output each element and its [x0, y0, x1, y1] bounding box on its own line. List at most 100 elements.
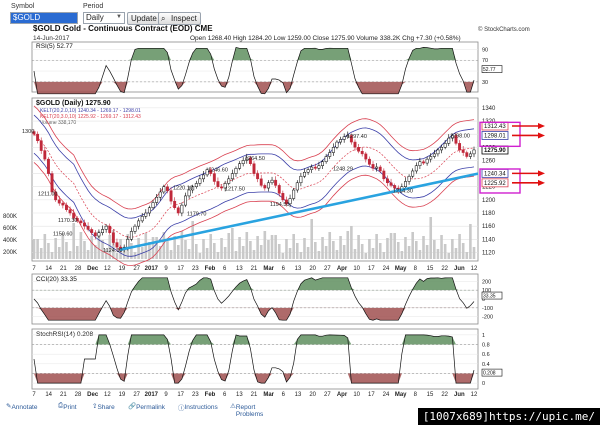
candle	[317, 165, 321, 169]
x-tick-label: 6	[223, 392, 227, 398]
x-tick-label: 24	[383, 392, 390, 398]
axis-value-label: 1240.34	[484, 171, 506, 177]
volume-bar	[407, 246, 411, 259]
candle	[252, 163, 256, 174]
candle	[129, 231, 133, 240]
x-tick-label: 21	[251, 392, 258, 398]
candle	[137, 220, 141, 227]
volume-bar	[94, 245, 97, 259]
candle	[277, 185, 281, 194]
y-tick-label: 1180	[482, 211, 496, 217]
price-annotation: 1264.50	[245, 156, 265, 162]
candle	[425, 158, 429, 164]
source-credit: © StockCharts.com	[478, 26, 530, 33]
x-axis-labels-price: 7 14 21 28 Dec 12 19 27 2017 9 17 23 Feb 6 13 21 Mar 6 13 2…	[32, 266, 478, 272]
volume-bar	[378, 243, 382, 259]
print-link[interactable]: ⎙ Print	[58, 402, 77, 411]
candle	[313, 166, 317, 169]
volume-bar	[245, 232, 249, 259]
volume-tick-label: 400K	[3, 238, 17, 244]
candle	[176, 207, 180, 214]
volume-bar	[75, 246, 79, 259]
volume-bar	[357, 235, 360, 259]
chevron-down-icon[interactable]: ▼	[116, 14, 122, 20]
candle	[447, 137, 451, 144]
x-tick-label: 13	[295, 266, 302, 272]
x-tick-label: 2017	[145, 392, 159, 398]
volume-bar	[43, 234, 47, 259]
candle	[36, 133, 40, 141]
search-icon: ⌕	[161, 14, 166, 23]
volume-tick-label: 600K	[3, 226, 17, 232]
candle	[169, 190, 173, 202]
instructions-link[interactable]: ⓘ Instructions	[178, 404, 218, 412]
volume-bar	[130, 243, 133, 259]
volume-bar	[104, 249, 108, 259]
candle	[202, 174, 205, 180]
x-tick-label: 6	[223, 266, 227, 272]
candle	[230, 173, 234, 180]
x-tick-label: 27	[133, 392, 140, 398]
candle	[360, 150, 364, 155]
last-value-tag	[481, 368, 503, 377]
candle	[93, 232, 97, 237]
volume-bar	[418, 250, 422, 259]
candle	[411, 170, 415, 177]
candle	[194, 183, 198, 187]
candle	[245, 157, 249, 161]
candle	[126, 239, 130, 248]
candle	[450, 135, 454, 139]
volume-bar	[335, 250, 339, 259]
x-tick-label: 17	[368, 392, 375, 398]
candle	[184, 195, 187, 206]
x-tick-label: 21	[60, 392, 67, 398]
cci-panel: CCI(20) 33.35 -200 -100 0 100 200	[31, 273, 493, 325]
x-axis-labels-bottom: 7 14 21 28 Dec 12 19 27 2017 9 17 23 Feb 6 13 21 Mar 6 13 2…	[32, 392, 478, 398]
x-tick-label: 24	[383, 266, 390, 272]
candle	[364, 153, 368, 160]
x-tick-label: 12	[471, 266, 478, 272]
volume-bar	[249, 241, 252, 259]
candle	[263, 185, 267, 189]
y-tick-label: 90	[482, 47, 488, 53]
kelt-legend-2: KELT(20,3.0,10) 1225.92 - 1269.17 - 1312…	[40, 114, 141, 120]
permalink-link[interactable]: 🔗 Permalink	[128, 403, 165, 411]
candle	[151, 202, 155, 209]
volume-bar	[469, 224, 472, 259]
volume-bar	[451, 239, 454, 259]
candle	[104, 225, 108, 230]
y-tick-label: 1	[482, 333, 485, 339]
candle	[43, 150, 47, 160]
x-tick-label: 13	[236, 392, 243, 398]
candle	[238, 163, 242, 169]
volume-bar	[346, 231, 350, 259]
volume-bar	[32, 239, 36, 259]
rsi-oversold-fill	[34, 81, 474, 94]
last-value-tag	[481, 65, 503, 73]
x-tick-label: Dec	[87, 266, 99, 272]
candle	[285, 199, 288, 205]
candle	[256, 173, 260, 180]
volume-bar	[350, 226, 353, 259]
inspect-button[interactable]: ⌕ Inspect	[158, 12, 201, 25]
volume-bar	[443, 244, 447, 259]
x-tick-label: 28	[75, 266, 82, 272]
share-link[interactable]: ⇪ Share	[92, 403, 115, 411]
report-problems-link[interactable]: ⚠ Report Problems	[230, 403, 264, 418]
annotate-link[interactable]: ✎ Annotate	[6, 403, 38, 411]
rsi-panel: RSI(5) 52.77 30507090	[31, 41, 488, 95]
candle	[187, 189, 191, 197]
y-tick-label: -200	[482, 315, 493, 321]
y-tick-label: 200	[482, 279, 491, 285]
keltner-upper-outer	[33, 105, 475, 210]
symbol-input[interactable]: $GOLD	[10, 12, 78, 24]
toolbar: Symbol Period $GOLD Daily ▼ Update ⌕ Ins…	[0, 0, 600, 26]
x-tick-label: 17	[368, 266, 375, 272]
volume-bar	[342, 245, 346, 259]
candle	[342, 136, 346, 140]
period-select[interactable]: Daily	[83, 12, 125, 24]
candle	[454, 135, 458, 144]
price-annotation: 1217.50	[225, 187, 245, 193]
x-tick-label: 14	[45, 266, 52, 272]
